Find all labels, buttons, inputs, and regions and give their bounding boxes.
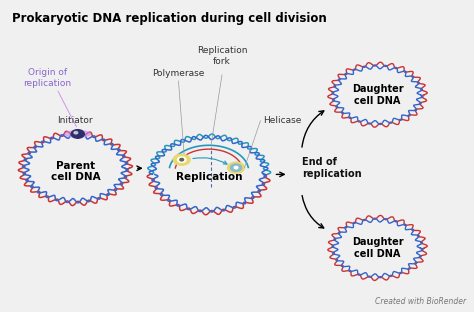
Circle shape xyxy=(173,154,190,165)
Circle shape xyxy=(74,131,78,134)
Text: Daughter
cell DNA: Daughter cell DNA xyxy=(352,84,403,105)
Text: Polymerase: Polymerase xyxy=(152,69,205,78)
Circle shape xyxy=(230,164,242,171)
Circle shape xyxy=(177,157,186,163)
Circle shape xyxy=(234,166,238,169)
Ellipse shape xyxy=(65,130,91,137)
Circle shape xyxy=(180,158,183,161)
Text: Prokaryotic DNA replication during cell division: Prokaryotic DNA replication during cell … xyxy=(12,12,327,25)
Text: End of
replication: End of replication xyxy=(301,158,361,179)
Text: Replication
fork: Replication fork xyxy=(197,46,247,66)
Text: Created with BioRender: Created with BioRender xyxy=(375,297,466,306)
Text: Replication: Replication xyxy=(176,173,242,183)
Circle shape xyxy=(228,162,245,173)
Text: Origin of
replication: Origin of replication xyxy=(23,68,72,88)
Circle shape xyxy=(71,130,84,138)
Text: Initiator: Initiator xyxy=(57,116,93,125)
Text: Daughter
cell DNA: Daughter cell DNA xyxy=(352,237,403,259)
Text: Parent
cell DNA: Parent cell DNA xyxy=(51,160,100,182)
Text: Helicase: Helicase xyxy=(263,116,301,125)
